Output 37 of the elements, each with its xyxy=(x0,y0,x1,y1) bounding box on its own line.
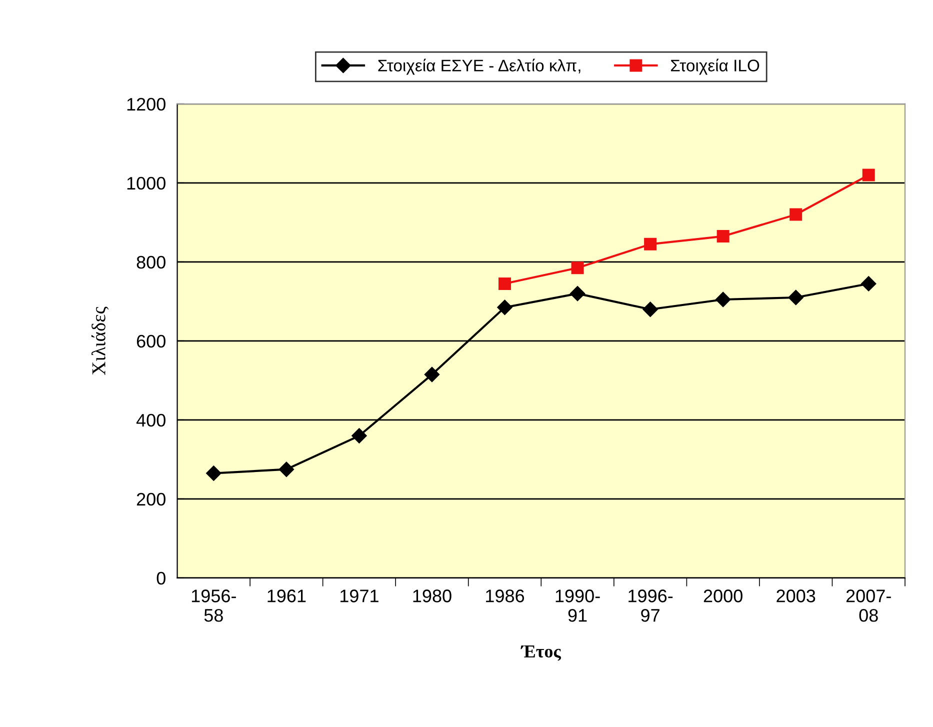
x-tick-label: 1956- 58 xyxy=(192,590,236,622)
legend-label: Στοιχεία ΕΣΥΕ - Δελτίο κλπ, xyxy=(378,58,580,75)
point xyxy=(644,238,657,250)
point xyxy=(497,300,512,315)
point xyxy=(571,262,584,274)
y-tick-label: 0 xyxy=(156,572,166,585)
point xyxy=(862,168,875,182)
point xyxy=(716,292,731,308)
x-axis-title: Έτος xyxy=(520,646,562,661)
x-tick-label: 1971 xyxy=(340,590,378,602)
y-tick-label: 1200 xyxy=(127,98,166,111)
point xyxy=(642,302,658,317)
x-tick-label: 1961 xyxy=(268,590,306,602)
point xyxy=(716,230,730,243)
point xyxy=(570,286,586,302)
x-tick-label: 2007- 08 xyxy=(846,590,891,622)
x-tick-label: 1980 xyxy=(413,590,452,602)
x-tick-label: 1986 xyxy=(486,590,524,602)
point xyxy=(790,208,802,221)
x-tick-label: 1996- 97 xyxy=(628,590,673,622)
point xyxy=(206,466,222,481)
point xyxy=(788,290,804,306)
y-tick-label: 400 xyxy=(136,414,166,427)
legend-label: Στοιχεία ILO xyxy=(670,58,760,75)
point xyxy=(352,428,367,444)
point xyxy=(498,277,512,290)
point xyxy=(424,366,440,382)
x-tick-label: 2003 xyxy=(776,590,816,602)
y-axis-title: Χιλιάδες xyxy=(91,306,109,375)
x-tick-label: 2000 xyxy=(704,590,742,602)
y-tick-label: 800 xyxy=(136,256,166,269)
y-tick-label: 600 xyxy=(136,334,166,348)
point xyxy=(861,276,876,292)
y-tick-label: 200 xyxy=(136,492,166,506)
x-tick-label: 1990- 91 xyxy=(556,590,600,622)
y-tick-label: 1000 xyxy=(127,176,166,190)
point xyxy=(278,462,294,477)
